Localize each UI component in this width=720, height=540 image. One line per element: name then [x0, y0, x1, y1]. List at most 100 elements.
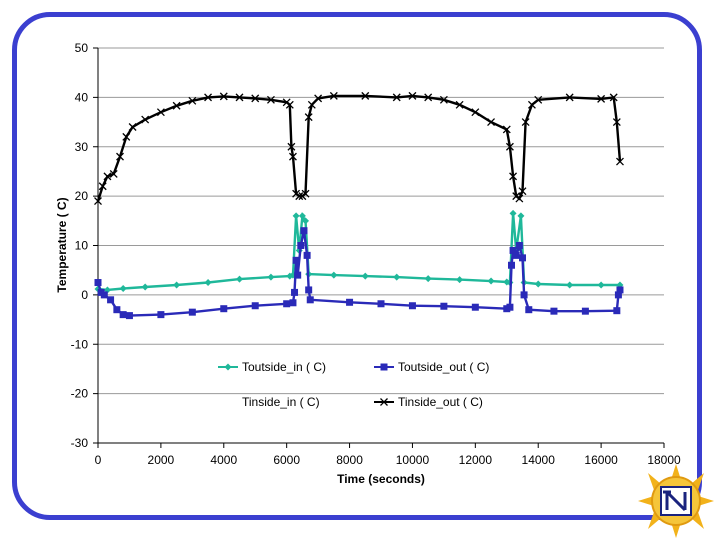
data-point — [251, 94, 260, 103]
data-point — [509, 209, 517, 217]
y-tick-label: 0 — [81, 288, 88, 302]
data-point — [527, 100, 536, 109]
data-point — [439, 95, 448, 104]
data-point — [157, 311, 165, 319]
x-tick-label: 12000 — [459, 453, 493, 467]
data-point — [285, 100, 294, 109]
data-point — [502, 125, 511, 134]
data-point — [125, 312, 133, 320]
y-tick-label: 20 — [75, 189, 89, 203]
data-point — [392, 93, 401, 102]
data-point — [614, 291, 622, 299]
data-point — [307, 100, 316, 109]
x-tick-label: 10000 — [396, 453, 430, 467]
y-tick-label: -20 — [71, 387, 89, 401]
data-point — [266, 95, 275, 104]
data-point — [156, 108, 165, 117]
data-point — [267, 273, 275, 281]
x-tick-label: 16000 — [584, 453, 618, 467]
data-point — [361, 91, 370, 100]
data-point — [550, 307, 558, 315]
gridlines — [98, 47, 664, 444]
y-tick-label: 30 — [75, 140, 89, 154]
data-point — [346, 298, 354, 306]
series-toutside-in-c — [94, 209, 624, 294]
data-point — [128, 123, 137, 131]
data-point — [515, 242, 523, 249]
data-point — [509, 172, 518, 181]
data-point — [300, 227, 308, 235]
data-point — [305, 286, 313, 294]
data-point — [506, 303, 514, 311]
data-point — [534, 95, 543, 104]
data-point — [188, 308, 196, 316]
data-point — [581, 307, 589, 315]
data-point — [235, 93, 244, 102]
data-point — [304, 113, 313, 122]
legend-label: Toutside_in ( C) — [242, 360, 326, 374]
data-point — [141, 115, 150, 124]
data-point — [141, 283, 149, 291]
data-point — [172, 101, 181, 110]
data-point — [471, 303, 479, 311]
legend-item: Tinside_in ( C) — [242, 395, 320, 409]
data-point — [301, 189, 310, 198]
data-point — [204, 279, 212, 287]
legend-label: Tinside_out ( C) — [398, 395, 483, 409]
y-tick-label: 10 — [75, 239, 89, 253]
series-tinside-out-c — [94, 91, 624, 206]
series-toutside-out-c — [94, 227, 624, 320]
series-line — [96, 94, 622, 202]
data-point — [517, 212, 525, 220]
data-point — [287, 142, 296, 151]
data-point — [518, 187, 527, 196]
data-point — [292, 256, 300, 264]
x-tick-labels: 0 2000 4000 6000 8000 10000 12000 14000 16000 180… — [95, 453, 681, 467]
legend-label: Toutside_out ( C) — [398, 360, 489, 374]
legend-item: Toutside_out ( C) — [374, 360, 489, 374]
data-point — [515, 194, 524, 203]
data-point — [119, 284, 127, 292]
data-point — [440, 302, 448, 310]
data-point — [292, 212, 300, 220]
data-point — [525, 306, 533, 314]
data-point — [408, 91, 417, 100]
y-tick-label: 50 — [75, 41, 89, 55]
data-point — [565, 93, 574, 102]
data-point — [98, 182, 107, 191]
legend-swatch-marker — [224, 363, 232, 371]
data-point — [289, 299, 297, 307]
data-point — [377, 300, 385, 308]
legend-item: Toutside_in ( C) — [218, 360, 326, 374]
data-point — [119, 311, 127, 319]
data-point — [107, 296, 115, 304]
data-point — [566, 281, 574, 289]
data-point — [507, 261, 515, 269]
x-tick-label: 4000 — [210, 453, 237, 467]
data-point — [512, 251, 520, 259]
data-point — [616, 157, 624, 166]
data-point — [303, 251, 311, 259]
legend-item: Tinside_out ( C) — [374, 395, 483, 409]
data-point — [519, 254, 526, 262]
data-point — [487, 118, 496, 127]
data-point — [122, 132, 131, 141]
series-line — [97, 212, 620, 292]
data-point — [219, 92, 228, 101]
data-point — [306, 296, 314, 304]
x-tick-label: 18000 — [647, 453, 681, 467]
data-point — [314, 94, 323, 103]
legend-label: Tinside_in ( C) — [242, 395, 320, 409]
y-tick-label: -30 — [71, 436, 89, 450]
data-point — [329, 91, 338, 100]
data-point — [295, 192, 304, 201]
data-point — [330, 271, 338, 279]
data-point — [220, 305, 228, 313]
sun-logo — [638, 464, 714, 538]
data-point — [204, 93, 213, 102]
data-point — [616, 286, 624, 294]
series-lines — [94, 91, 624, 320]
data-point — [612, 118, 621, 127]
y-tick-label: 40 — [75, 90, 89, 104]
